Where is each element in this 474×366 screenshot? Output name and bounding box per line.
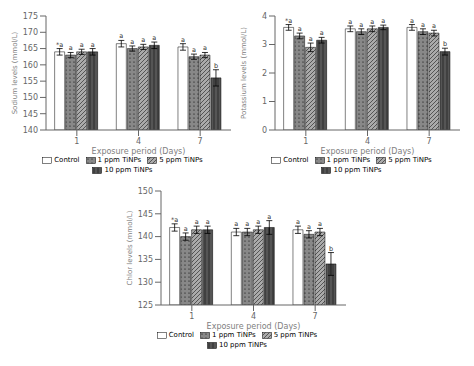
svg-text:a: a — [194, 218, 198, 226]
svg-text:4: 4 — [136, 137, 141, 146]
svg-text:4: 4 — [262, 12, 267, 21]
svg-text:a: a — [69, 44, 73, 52]
svg-text:3: 3 — [262, 40, 267, 49]
svg-text:a: a — [309, 35, 313, 43]
svg-text:a: a — [152, 34, 156, 42]
svg-text:a: a — [130, 38, 134, 46]
svg-text:a: a — [192, 46, 196, 54]
svg-text:a: a — [245, 220, 249, 228]
svg-text:a: a — [234, 220, 238, 228]
svg-text:a: a — [80, 41, 84, 49]
svg-text:175: 175 — [23, 12, 38, 21]
svg-text:a: a — [381, 17, 385, 25]
svg-text:*a: *a — [56, 41, 63, 49]
html-text:Control: Control — [168, 331, 194, 339]
svg-text:a: a — [359, 21, 363, 29]
svg-text:Chlor levels (mmol/L): Chlor levels (mmol/L) — [126, 210, 134, 285]
svg-text:135: 135 — [137, 255, 152, 264]
svg-text:Exposure period (Days): Exposure period (Days) — [321, 147, 415, 156]
svg-text:Exposure period (Days): Exposure period (Days) — [206, 322, 300, 331]
svg-text:a: a — [306, 223, 310, 231]
html-text:Control: Control — [54, 156, 80, 164]
svg-text:150: 150 — [23, 93, 38, 102]
svg-text:a: a — [205, 218, 209, 226]
svg-text:145: 145 — [23, 110, 38, 119]
svg-text:1: 1 — [189, 312, 194, 321]
svg-text:1: 1 — [303, 137, 308, 146]
svg-text:155: 155 — [23, 77, 38, 86]
svg-text:7: 7 — [198, 137, 203, 146]
svg-text:*a: *a — [171, 216, 178, 224]
svg-text:Exposure period (Days): Exposure period (Days) — [92, 147, 186, 156]
html-text:Control: Control — [283, 156, 309, 164]
svg-text:Sodium levels (mmol/L): Sodium levels (mmol/L) — [11, 31, 19, 114]
svg-text:1: 1 — [74, 137, 79, 146]
svg-text:170: 170 — [23, 28, 38, 37]
svg-text:a: a — [298, 25, 302, 33]
svg-text:140: 140 — [23, 126, 38, 135]
svg-text:140: 140 — [137, 232, 152, 241]
html-text:5 ppm TiNPs: 5 ppm TiNPs — [273, 331, 318, 339]
html-text:10 ppm TiNPs: 10 ppm TiNPs — [219, 341, 267, 349]
svg-text:a: a — [320, 29, 324, 37]
svg-text:a: a — [91, 41, 95, 49]
html-text:5 ppm TiNPs: 5 ppm TiNPs — [159, 156, 203, 164]
svg-text:160: 160 — [23, 61, 38, 70]
svg-text:125: 125 — [137, 301, 152, 310]
svg-text:a: a — [295, 218, 299, 226]
svg-text:4: 4 — [365, 137, 370, 146]
svg-text:a: a — [183, 225, 187, 233]
svg-text:b: b — [328, 245, 332, 253]
svg-text:b: b — [443, 40, 447, 48]
svg-text:a: a — [141, 36, 145, 44]
svg-text:2: 2 — [262, 69, 267, 78]
svg-text:130: 130 — [137, 278, 152, 287]
html-text:1 ppm TiNPs: 1 ppm TiNPs — [97, 156, 142, 164]
svg-text:165: 165 — [23, 44, 38, 53]
svg-text:1: 1 — [262, 97, 267, 106]
svg-text:7: 7 — [427, 137, 432, 146]
svg-text:a: a — [203, 44, 207, 52]
svg-text:0: 0 — [262, 126, 267, 135]
svg-text:a: a — [119, 32, 123, 40]
svg-text:b: b — [214, 62, 218, 70]
svg-text:7: 7 — [312, 312, 317, 321]
svg-text:150: 150 — [137, 187, 152, 196]
html-text:1 ppm TiNPs: 1 ppm TiNPs — [326, 156, 371, 164]
svg-text:a: a — [267, 213, 271, 221]
svg-text:a: a — [410, 17, 414, 25]
svg-text:a: a — [317, 220, 321, 228]
html-text:1 ppm TiNPs: 1 ppm TiNPs — [212, 331, 256, 339]
svg-text:4: 4 — [250, 312, 255, 321]
svg-text:a: a — [432, 22, 436, 30]
svg-text:a: a — [421, 21, 425, 29]
svg-text:a: a — [348, 18, 352, 26]
svg-text:145: 145 — [137, 210, 152, 219]
svg-text:Potassium levels (mmol/L): Potassium levels (mmol/L) — [240, 27, 248, 119]
svg-text:a: a — [181, 36, 185, 44]
html-text:5 ppm TiNPs: 5 ppm TiNPs — [388, 156, 432, 164]
svg-text:a: a — [370, 18, 374, 26]
html-text:10 ppm TiNPs: 10 ppm TiNPs — [333, 166, 382, 174]
svg-text:a: a — [256, 218, 260, 226]
html-text:10 ppm TiNPs: 10 ppm TiNPs — [104, 166, 153, 174]
svg-text:*a: *a — [285, 17, 292, 25]
